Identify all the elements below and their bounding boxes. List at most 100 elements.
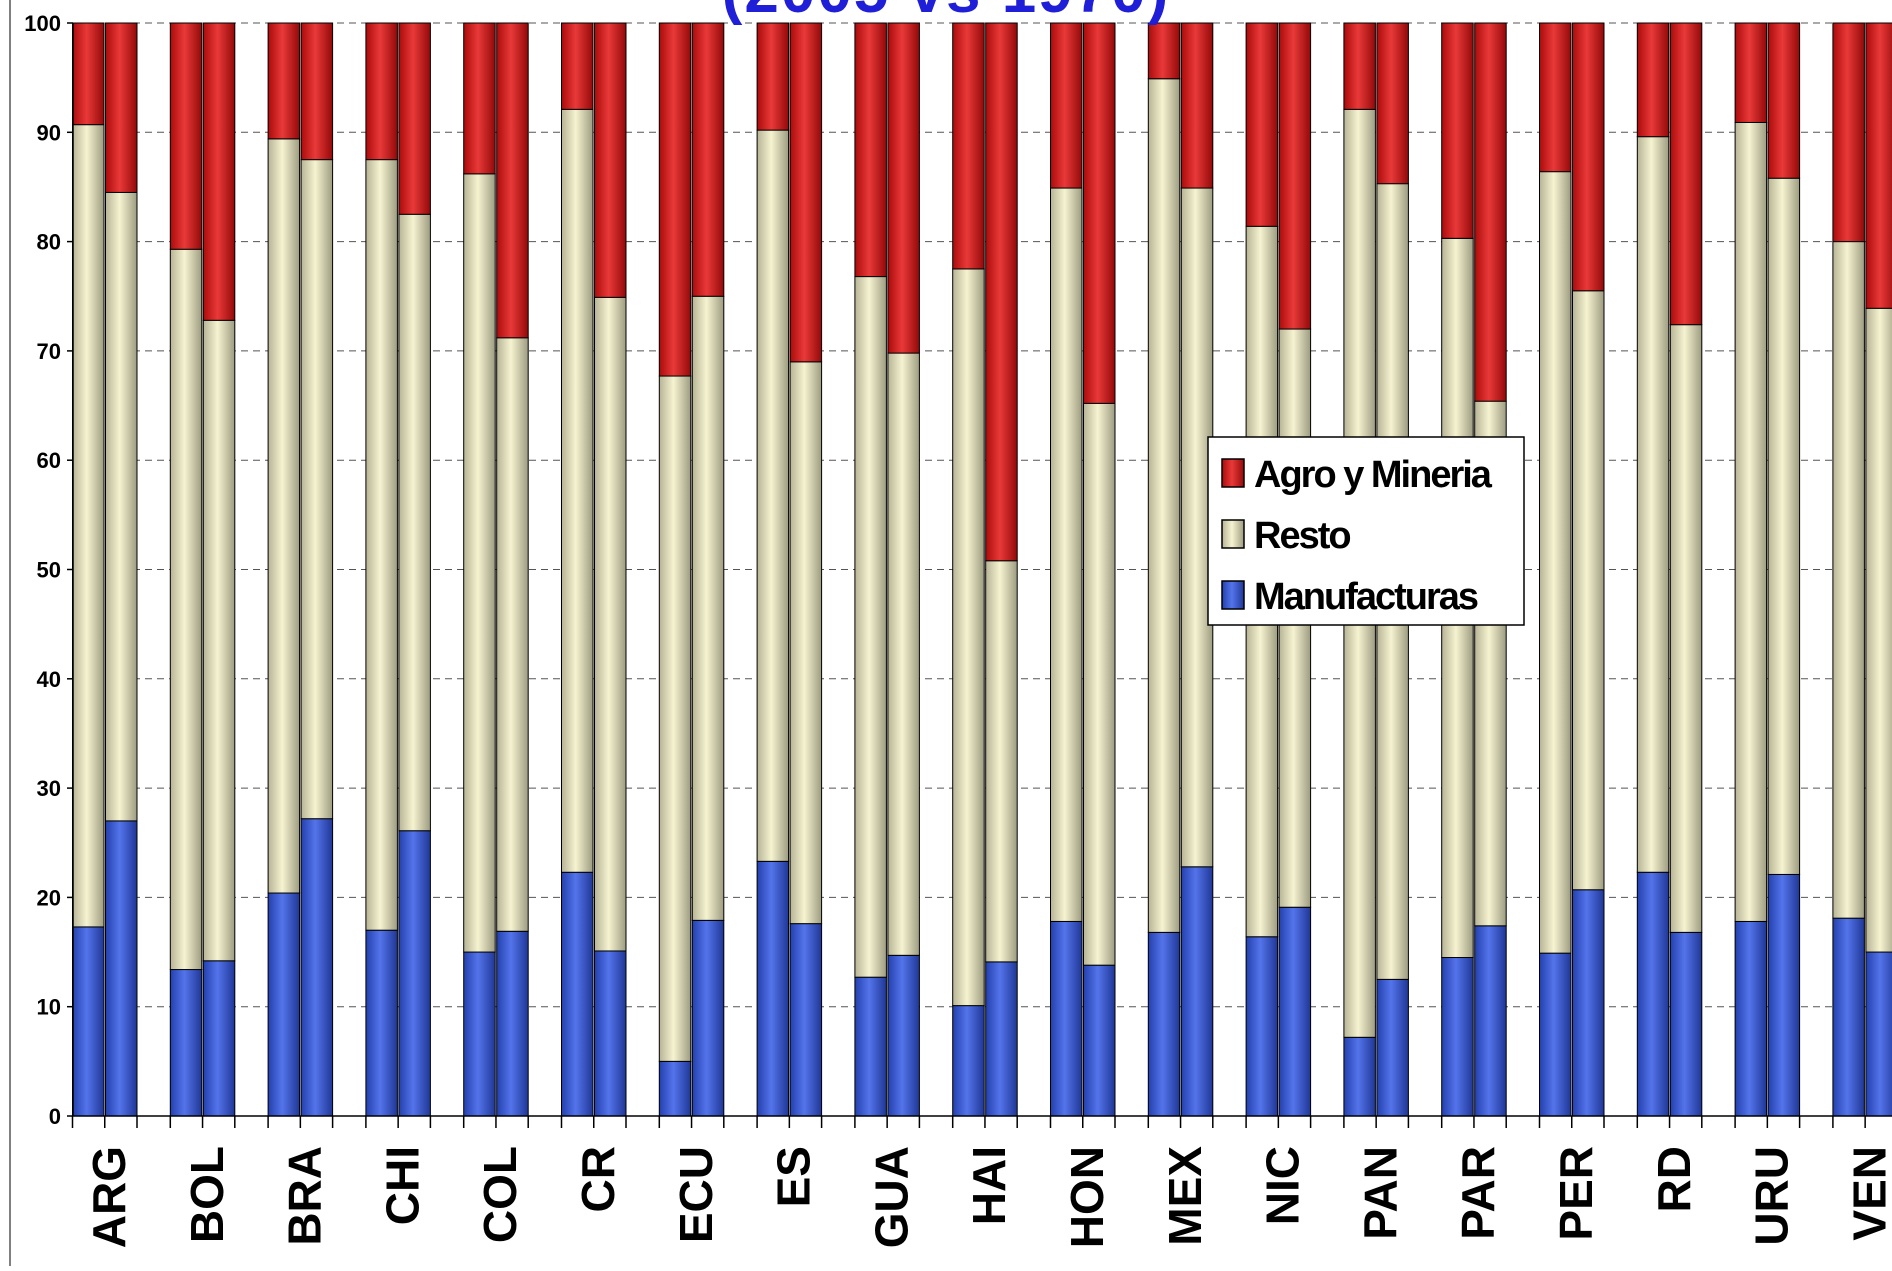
x-tick-label-ecu: ECU (670, 1146, 722, 1243)
bar-segment-manufacturas-es-1 (757, 861, 789, 1116)
bar-segment-agro-y-mineria-nic-1 (1246, 23, 1278, 226)
bar-segment-resto-ecu-2 (692, 296, 724, 920)
bar-segment-manufacturas-gua-1 (855, 977, 887, 1116)
x-tick-label-col: COL (474, 1146, 526, 1243)
bar-segment-manufacturas-uru-2 (1768, 874, 1800, 1116)
bar-segment-agro-y-mineria-col-2 (497, 23, 529, 338)
bar-segment-resto-bol-1 (170, 249, 202, 969)
bar-segment-resto-mex-1 (1148, 79, 1180, 933)
bar-segment-resto-uru-2 (1768, 178, 1800, 874)
bar-segment-manufacturas-hai-1 (953, 1006, 985, 1116)
bar-segment-manufacturas-arg-1 (73, 927, 105, 1116)
bar-segment-resto-hon-2 (1084, 403, 1116, 965)
bar-segment-manufacturas-nic-2 (1279, 907, 1311, 1116)
bar-segment-agro-y-mineria-pan-2 (1377, 23, 1409, 184)
bar-segment-agro-y-mineria-hon-1 (1051, 23, 1083, 188)
bar-segment-agro-y-mineria-ecu-1 (659, 23, 691, 376)
bar-segment-agro-y-mineria-mex-1 (1148, 23, 1180, 79)
bar-segment-manufacturas-bra-1 (268, 893, 300, 1116)
x-tick-label-hon: HON (1061, 1146, 1113, 1248)
bar-segment-resto-ven-2 (1866, 308, 1892, 952)
bar-segment-agro-y-mineria-arg-2 (106, 23, 138, 192)
x-tick-label-bra: BRA (279, 1146, 331, 1246)
bar-segment-resto-col-1 (464, 174, 496, 952)
x-tick-label-per: PER (1550, 1146, 1602, 1241)
bar-segment-manufacturas-chi-2 (399, 831, 431, 1116)
bar-segment-resto-rd-1 (1637, 137, 1669, 873)
bar-segment-resto-cr-2 (595, 297, 627, 951)
bar-segment-manufacturas-es-2 (790, 924, 822, 1116)
bar-segment-manufacturas-hon-2 (1084, 965, 1116, 1116)
y-tick-label: 10 (37, 995, 61, 1020)
bar-segment-agro-y-mineria-ven-2 (1866, 23, 1892, 308)
y-tick-label: 70 (37, 339, 61, 364)
bar-segment-manufacturas-chi-1 (366, 930, 398, 1116)
bar-segment-manufacturas-per-2 (1573, 890, 1605, 1116)
y-tick-label: 90 (37, 120, 61, 145)
bar-segment-manufacturas-hon-1 (1051, 921, 1083, 1116)
bar-segment-manufacturas-pan-1 (1344, 1037, 1376, 1116)
bar-segment-resto-bol-2 (203, 320, 235, 960)
bar-segment-resto-uru-1 (1735, 122, 1767, 921)
bar-segment-agro-y-mineria-uru-1 (1735, 23, 1767, 122)
bar-segment-resto-es-1 (757, 130, 789, 861)
bar-segment-manufacturas-mex-1 (1148, 932, 1180, 1116)
y-tick-label: 20 (37, 885, 61, 910)
x-tick-label-gua: GUA (865, 1146, 917, 1248)
y-tick-label: 50 (37, 558, 61, 583)
bar-segment-agro-y-mineria-pan-1 (1344, 23, 1376, 109)
bar-segment-resto-hon-1 (1051, 188, 1083, 921)
bar-segment-resto-ecu-1 (659, 376, 691, 1061)
bar-segment-manufacturas-ecu-1 (659, 1061, 691, 1116)
bar-segment-agro-y-mineria-hai-1 (953, 23, 985, 269)
bar-segment-agro-y-mineria-es-2 (790, 23, 822, 362)
x-tick-label-arg: ARG (83, 1146, 135, 1248)
bar-segment-agro-y-mineria-nic-2 (1279, 23, 1311, 329)
x-tick-label-chi: CHI (376, 1146, 428, 1225)
bar-segment-manufacturas-ecu-2 (692, 920, 724, 1116)
bar-segment-manufacturas-hai-2 (986, 962, 1018, 1116)
bar-segment-manufacturas-bra-2 (301, 819, 333, 1116)
x-tick-label-cr: CR (572, 1146, 624, 1212)
bar-segment-agro-y-mineria-chi-1 (366, 23, 398, 160)
x-tick-label-pan: PAN (1354, 1146, 1406, 1240)
x-tick-label-hai: HAI (963, 1146, 1015, 1225)
bar-segment-agro-y-mineria-cr-1 (562, 23, 594, 109)
bar-segment-resto-bra-1 (268, 139, 300, 893)
x-tick-label-ven: VEN (1843, 1146, 1892, 1241)
bar-segment-manufacturas-gua-2 (888, 955, 920, 1116)
bar-segment-manufacturas-ven-2 (1866, 952, 1892, 1116)
x-tick-label-par: PAR (1452, 1146, 1504, 1240)
bar-segment-agro-y-mineria-uru-2 (1768, 23, 1800, 178)
bar-segment-agro-y-mineria-es-1 (757, 23, 789, 130)
legend-swatch-agro-y-mineria (1222, 459, 1244, 487)
bar-segment-manufacturas-cr-1 (562, 872, 594, 1116)
bar-segment-agro-y-mineria-gua-1 (855, 23, 887, 277)
x-tick-label-nic: NIC (1257, 1146, 1309, 1225)
bar-segment-manufacturas-rd-2 (1670, 932, 1702, 1116)
bar-segment-agro-y-mineria-rd-2 (1670, 23, 1702, 325)
bar-segment-resto-chi-2 (399, 214, 431, 830)
bar-segment-manufacturas-mex-2 (1181, 867, 1213, 1116)
bar-segment-manufacturas-par-2 (1475, 926, 1507, 1116)
bar-segment-resto-cr-1 (562, 109, 594, 872)
bar-segment-manufacturas-col-1 (464, 952, 496, 1116)
bar-segment-manufacturas-rd-1 (1637, 872, 1669, 1116)
legend-swatch-resto (1222, 520, 1244, 548)
bar-segment-manufacturas-par-1 (1442, 958, 1474, 1116)
bar-segment-resto-ven-1 (1833, 242, 1865, 919)
bar-segment-resto-per-2 (1573, 291, 1605, 890)
bar-segment-agro-y-mineria-per-1 (1540, 23, 1572, 172)
legend-label-manufacturas: Manufacturas (1254, 576, 1478, 618)
bar-segment-manufacturas-bol-1 (170, 970, 202, 1116)
bar-segment-agro-y-mineria-bra-2 (301, 23, 333, 160)
y-tick-label: 0 (49, 1104, 61, 1129)
bar-segment-agro-y-mineria-gua-2 (888, 23, 920, 353)
bar-segment-manufacturas-cr-2 (595, 951, 627, 1116)
y-tick-label: 40 (37, 667, 61, 692)
bar-segment-agro-y-mineria-hon-2 (1084, 23, 1116, 403)
bar-segment-agro-y-mineria-bra-1 (268, 23, 300, 139)
bar-segment-agro-y-mineria-ven-1 (1833, 23, 1865, 242)
bar-segment-resto-bra-2 (301, 160, 333, 819)
